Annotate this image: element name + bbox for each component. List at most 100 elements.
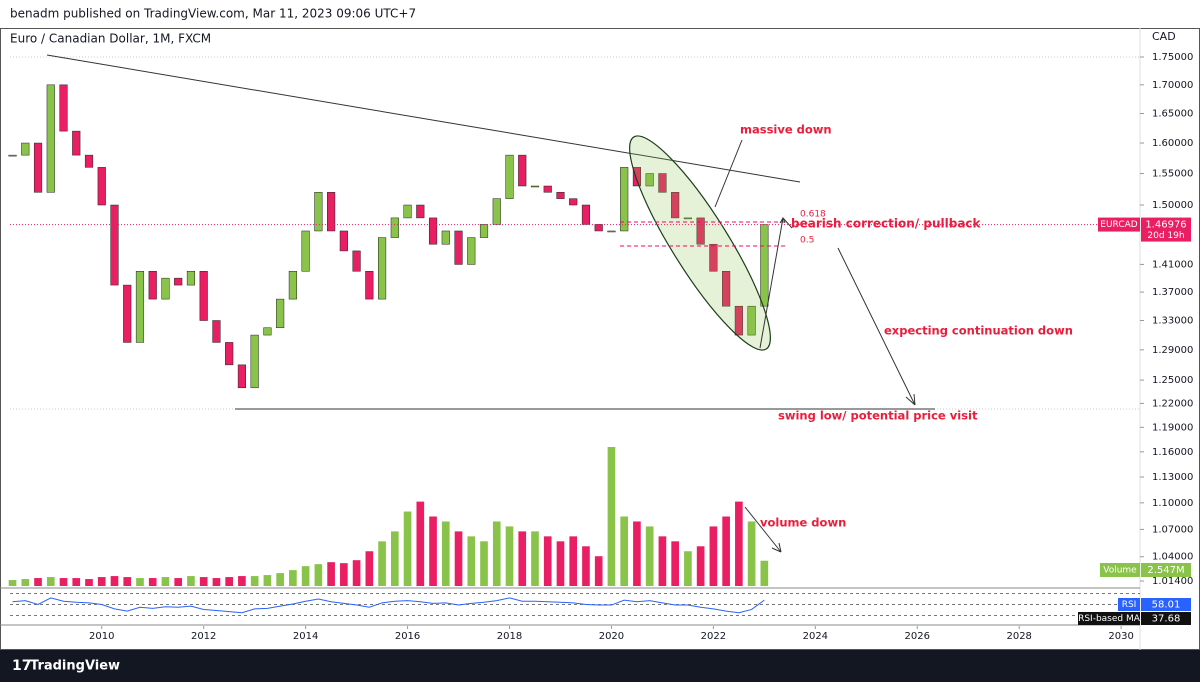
candle — [186, 271, 196, 286]
candle — [263, 327, 272, 336]
annotation: expecting continuation down — [884, 324, 1073, 338]
candle — [33, 142, 43, 193]
candle — [365, 271, 374, 300]
fib-label: 0.618 — [800, 210, 826, 220]
volume-bar — [212, 578, 221, 586]
candle — [199, 271, 208, 321]
volume-bar — [314, 564, 323, 586]
candle — [339, 230, 348, 252]
volume-bar — [59, 578, 68, 586]
volume-bar — [492, 521, 501, 586]
rsi-tag — [1118, 598, 1140, 611]
volume-bar — [301, 566, 310, 586]
candle — [658, 173, 667, 193]
candle — [416, 204, 425, 219]
candle — [314, 192, 323, 232]
volume-bar — [531, 531, 539, 586]
volume-bar — [735, 501, 743, 586]
y-tick-label: 1.50000 — [1152, 200, 1193, 211]
x-tick-label: 2018 — [497, 631, 522, 642]
x-tick-label: 2012 — [191, 631, 216, 642]
volume-bar — [21, 579, 30, 586]
candle — [454, 230, 463, 265]
volume-bar — [671, 541, 679, 586]
x-tick-label: 2026 — [905, 631, 930, 642]
candle — [250, 334, 259, 389]
y-tick-label: 1.41000 — [1152, 259, 1193, 270]
arrow — [837, 247, 916, 406]
y-tick-label: 1.22000 — [1152, 398, 1193, 409]
candle — [518, 154, 527, 187]
annotation: volume down — [760, 516, 846, 530]
volume-bar — [480, 541, 488, 586]
pointer — [714, 139, 743, 208]
candle — [671, 192, 680, 219]
candle — [21, 142, 30, 156]
currency: CAD — [1152, 30, 1176, 43]
volume-bar — [403, 511, 412, 586]
volume-bar — [34, 578, 42, 586]
volume-bar — [709, 526, 718, 586]
candle — [632, 167, 642, 187]
annotation: bearish correction/ pullback — [791, 217, 982, 231]
candle — [581, 204, 591, 225]
candle — [722, 271, 731, 307]
volume-bar — [722, 516, 730, 586]
brand: TradingView — [30, 659, 120, 674]
volume-bar — [238, 576, 246, 586]
candle — [212, 320, 221, 343]
candle — [84, 154, 94, 168]
candle — [441, 230, 450, 245]
candle — [327, 192, 336, 232]
candle — [97, 167, 106, 206]
y-tick-label: 1.04000 — [1152, 552, 1193, 563]
y-tick-label: 1.65000 — [1152, 108, 1193, 119]
drawings — [8, 84, 769, 586]
x-tick-label: 2024 — [803, 631, 828, 642]
candle — [46, 84, 55, 193]
volume-bar — [365, 551, 374, 586]
candle — [747, 305, 756, 336]
candle — [288, 271, 297, 300]
top-bar — [0, 0, 1200, 28]
candle — [352, 250, 361, 272]
volume-last: 2.547M — [1147, 565, 1184, 576]
volume-bar — [123, 577, 132, 586]
annotation: massive down — [740, 123, 832, 137]
rsi-name: RSI — [1122, 600, 1137, 610]
candle — [8, 154, 17, 157]
arrow-head — [779, 217, 786, 224]
candle — [760, 224, 769, 307]
volume-bar — [543, 536, 552, 586]
volume-bar — [46, 577, 55, 586]
candle — [174, 277, 183, 286]
y-tick-label: 1.70000 — [1152, 80, 1193, 91]
annotation: swing low/ potential price visit — [778, 409, 978, 423]
x-tick-label: 2014 — [293, 631, 318, 642]
volume-bar — [174, 578, 183, 586]
y-tick-label: 1.75000 — [1152, 52, 1193, 63]
volume-bar — [327, 562, 335, 586]
candle — [620, 167, 629, 232]
y-tick-label: 1.16000 — [1152, 447, 1193, 458]
volume-bar — [645, 526, 654, 586]
volume-bar — [467, 536, 476, 586]
candle — [594, 224, 603, 232]
volume-bar — [148, 578, 157, 586]
candle — [59, 84, 68, 132]
candle — [556, 192, 565, 199]
candle — [428, 217, 438, 245]
y-tick-label: 1.60000 — [1152, 138, 1193, 149]
candle — [378, 237, 387, 300]
volume-bar — [352, 560, 361, 586]
volume-bar — [556, 541, 565, 586]
candle — [148, 271, 157, 300]
candle — [135, 271, 145, 343]
volume-bar — [607, 447, 616, 586]
volume-bar — [684, 551, 692, 586]
volume-bar — [225, 577, 233, 586]
symbol-tag: EURCAD — [1100, 220, 1138, 230]
candle — [110, 204, 119, 286]
volume-bar — [187, 576, 195, 586]
